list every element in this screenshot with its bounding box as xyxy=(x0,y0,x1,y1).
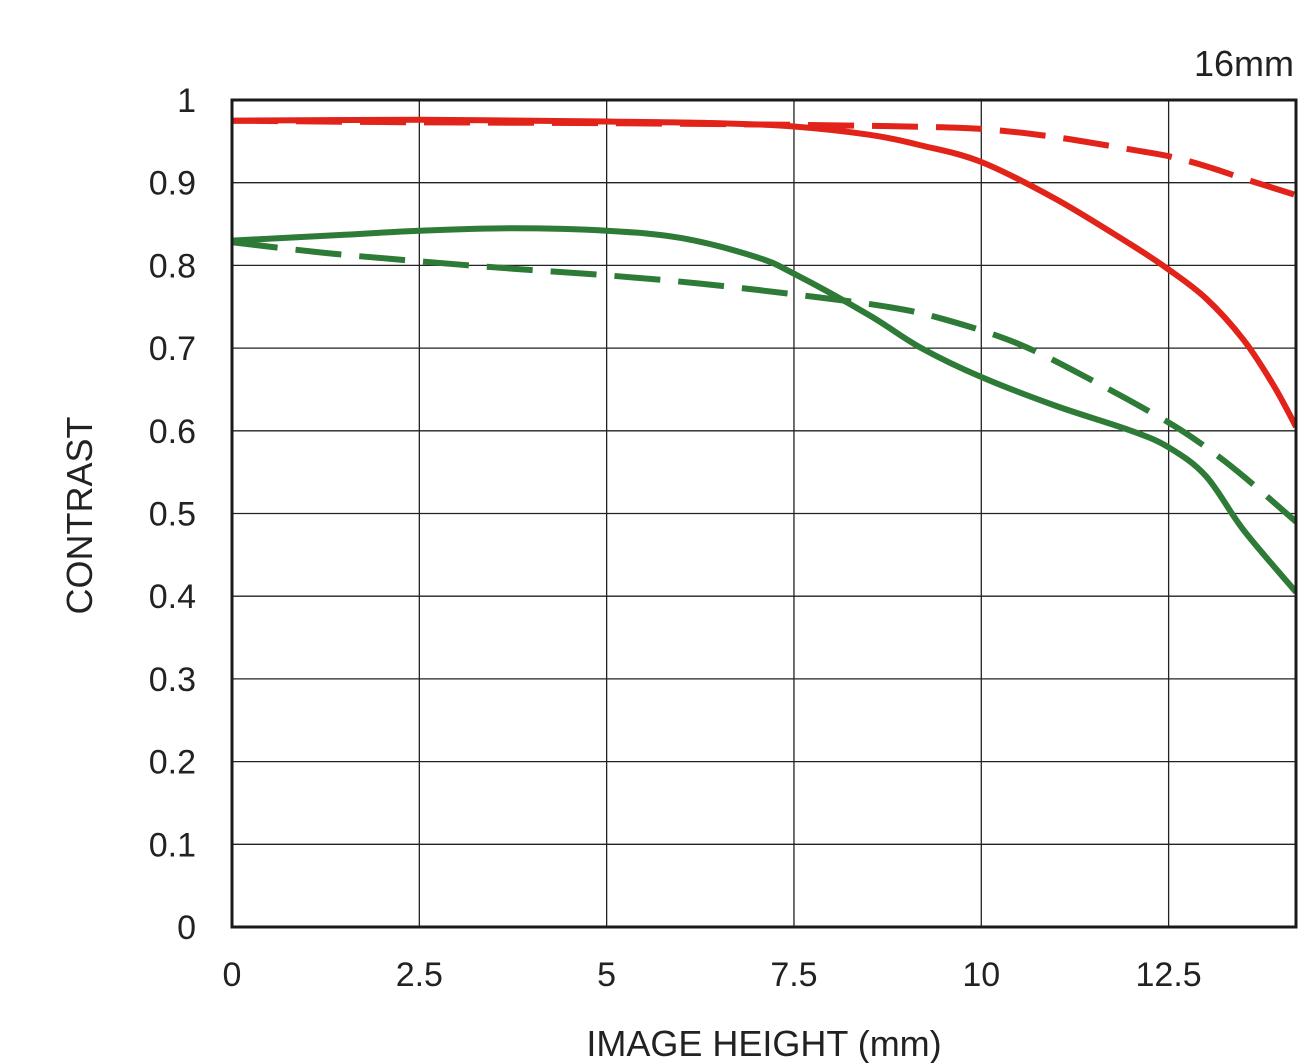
grid-lines xyxy=(232,100,1296,927)
series-line-green-solid xyxy=(232,225,1296,595)
y-tick-label: 0.3 xyxy=(149,661,196,699)
x-tick-label: 2.5 xyxy=(396,956,443,994)
series-line-red-solid xyxy=(232,116,1296,429)
y-tick-label: 0.4 xyxy=(149,578,196,616)
y-tick-label: 0.9 xyxy=(149,165,196,203)
x-tick-label: 5 xyxy=(597,956,616,994)
plot-frame xyxy=(230,98,1298,929)
y-tick-label: 0.5 xyxy=(149,496,196,534)
y-tick-label: 0.7 xyxy=(149,330,196,368)
y-tick-label: 0.6 xyxy=(149,413,196,451)
y-tick-label: 1 xyxy=(177,82,196,120)
x-tick-label: 0 xyxy=(223,956,242,994)
series-group xyxy=(232,116,1296,595)
x-axis-title: IMAGE HEIGHT (mm) xyxy=(586,1023,941,1063)
y-tick-label: 0.2 xyxy=(149,744,196,782)
tick-labels: 00.10.20.30.40.50.60.70.80.910 2.5 5 7.5 10 1… xyxy=(149,82,1202,994)
x-tick-label: 12.5 xyxy=(1136,956,1202,994)
series-line-red-dashed xyxy=(232,117,1296,198)
x-tick-label: 7.5 xyxy=(770,956,817,994)
y-tick-label: 0.1 xyxy=(149,826,196,864)
chart-title: 16mm xyxy=(1194,43,1294,84)
y-tick-label: 0 xyxy=(177,909,196,947)
y-axis-title: CONTRAST xyxy=(59,416,100,614)
series-line-green-dashed xyxy=(232,239,1296,525)
x-tick-label: 10 xyxy=(962,956,1000,994)
y-tick-label: 0.8 xyxy=(149,247,196,285)
